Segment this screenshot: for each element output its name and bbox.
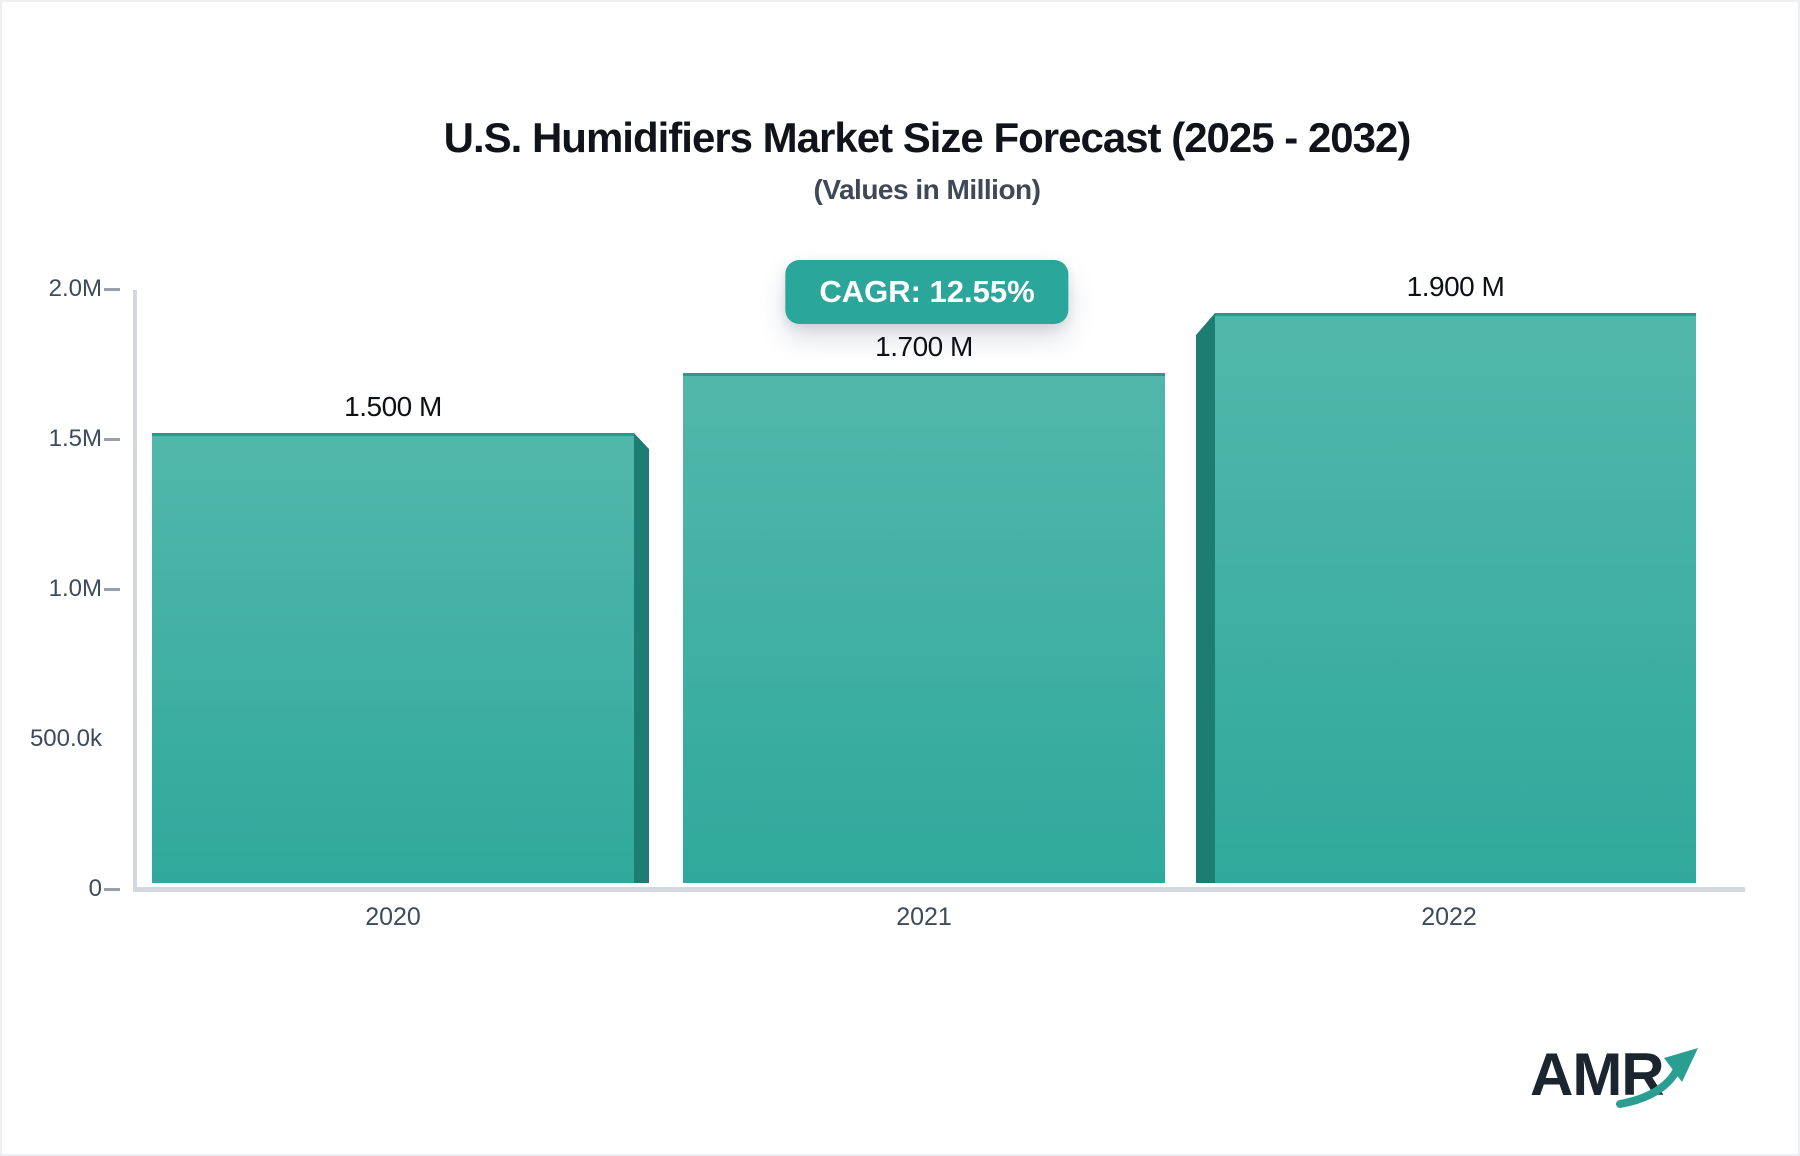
cagr-badge: CAGR: 12.55% [785,260,1069,324]
y-axis-label-1-5m: 1.5M [48,425,102,452]
y-tick-mark [104,438,120,441]
bar-value-label-2020: 1.500 M [344,391,442,422]
chart-title: U.S. Humidifiers Market Size Forecast (2… [443,114,1412,161]
x-axis-label-2022: 2022 [1421,903,1477,931]
bar-2020: 1.500 M [152,391,649,883]
y-tick-mark [104,888,120,891]
bar-3d-side-left [1196,313,1215,883]
bar-face-2022[interactable] [1215,313,1696,883]
bar-2022: 1.900 M [1196,271,1696,883]
y-axis-label-2m: 2.0M [48,275,102,302]
y-axis-label-0: 0 [88,875,102,902]
bar-value-label-2021: 1.700 M [875,331,973,362]
bar-value-label-2022: 1.900 M [1406,271,1505,302]
bar-face-2020[interactable] [152,433,634,883]
x-axis-label-2021: 2021 [896,903,952,931]
growth-arrow-icon [1616,1048,1698,1108]
chart-subtitle: (Values in Million) [813,174,1041,205]
amr-logo[interactable]: AMR [1530,1032,1780,1142]
y-axis-label-500k: 500.0k [29,725,102,752]
y-axis-line [133,290,137,888]
x-axis-label-2020: 2020 [365,903,421,931]
bar-face-2021[interactable] [683,373,1165,883]
y-tick-mark [104,288,120,291]
y-axis-label-1m: 1.0M [48,575,102,602]
y-tick-mark [104,588,120,591]
x-axis-line [133,887,1745,892]
bar-2021: 1.700 M [683,331,1165,883]
bar-3d-side-right [634,433,649,883]
